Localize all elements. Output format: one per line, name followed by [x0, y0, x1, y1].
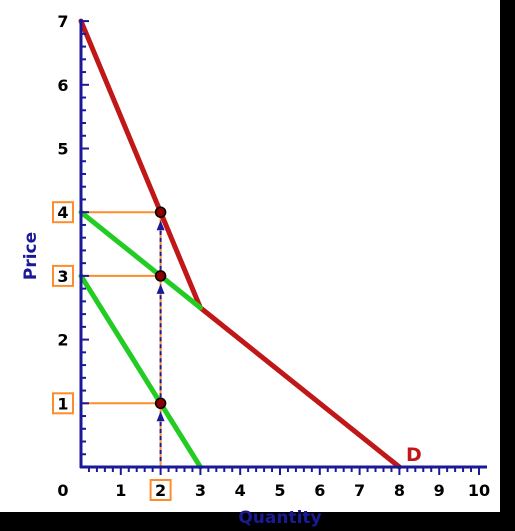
x-tick-label: 3 — [195, 481, 206, 500]
arrow-head — [156, 220, 165, 231]
x-tick-label: 8 — [394, 481, 405, 500]
y-tick-label: 4 — [57, 203, 68, 222]
x-tick-label: 9 — [434, 481, 445, 500]
x-tick-label: 2 — [155, 481, 166, 500]
y-tick-label: 7 — [57, 12, 68, 31]
y-tick-label: 5 — [57, 140, 68, 159]
y-tick-label: 6 — [57, 76, 68, 95]
y-tick-box — [52, 392, 74, 415]
x-tick-label: 1 — [115, 481, 126, 500]
tick-labels: 1 2 3 4 5 6 7 0 1 2 3 4 5 6 7 8 9 10 — [52, 12, 490, 501]
points — [154, 206, 167, 410]
y-tick-label: 3 — [57, 267, 68, 286]
point-of-interest — [154, 206, 167, 218]
series-line-green-1 — [78, 209, 203, 311]
series-label-d: D — [406, 444, 422, 466]
series-lines — [78, 18, 402, 470]
axes — [79, 19, 487, 475]
x-tick-label: 5 — [274, 481, 285, 500]
y-tick-label: 1 — [57, 394, 68, 413]
y-axis-label: Price — [21, 232, 41, 280]
plot-area — [0, 0, 500, 512]
x-axis-label: Quantity — [238, 508, 321, 528]
y-tick-label: 2 — [57, 331, 68, 350]
arrow-head — [156, 283, 165, 294]
y-tick-box — [52, 264, 74, 287]
point-of-interest — [154, 270, 167, 282]
series-line-green-2 — [78, 273, 203, 470]
x-tick-label: 10 — [468, 481, 490, 500]
x-tick-label: 4 — [235, 481, 246, 500]
y-tick-box — [52, 201, 74, 224]
x-tick-box — [149, 479, 172, 501]
point-of-interest — [154, 397, 167, 410]
arrow-head — [156, 411, 165, 422]
arrows — [156, 220, 165, 461]
x-tick-label: 0 — [57, 481, 68, 500]
x-tick-label: 7 — [354, 481, 365, 500]
x-tick-label: 6 — [314, 481, 325, 500]
